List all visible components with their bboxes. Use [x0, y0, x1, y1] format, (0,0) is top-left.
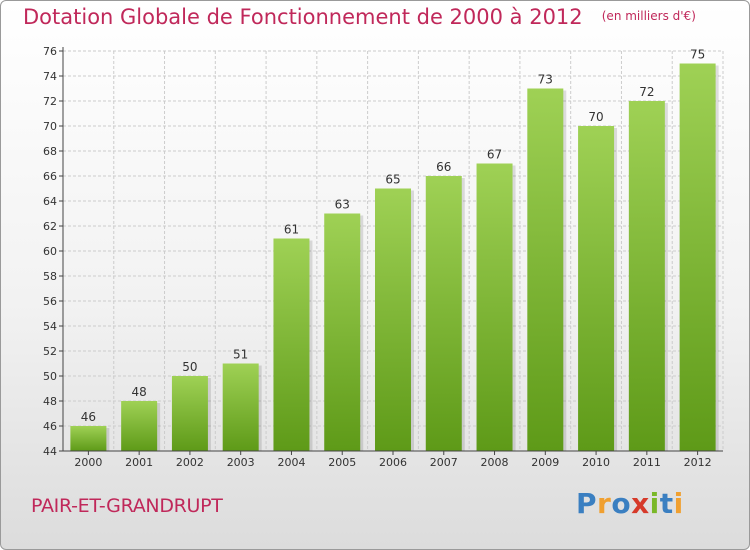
x-tick-label: 2003: [227, 456, 255, 469]
bar: [375, 188, 411, 451]
brand-letter: r: [597, 487, 612, 520]
brand-letter: x: [631, 487, 650, 520]
x-tick-label: 2011: [633, 456, 661, 469]
value-label: 70: [588, 110, 603, 124]
y-tick-label: 74: [43, 70, 57, 83]
bar: [273, 238, 310, 451]
y-tick-label: 66: [43, 170, 57, 183]
value-label: 61: [284, 223, 299, 237]
value-label: 66: [436, 160, 451, 174]
y-tick-label: 70: [43, 120, 57, 133]
y-tick-label: 54: [43, 320, 57, 333]
chart-title: Dotation Globale de Fonctionnement de 20…: [23, 5, 583, 29]
y-tick-label: 56: [43, 295, 57, 308]
y-tick-label: 44: [43, 445, 57, 458]
bar: [425, 176, 462, 451]
value-label: 75: [690, 48, 705, 62]
chart-subtitle: (en milliers d'€): [601, 9, 696, 23]
brand-letter: i: [673, 487, 684, 520]
x-tick-label: 2001: [125, 456, 153, 469]
bar: [578, 126, 615, 451]
value-label: 63: [335, 198, 350, 212]
value-label: 72: [639, 85, 654, 99]
value-label: 73: [538, 73, 553, 87]
value-label: 50: [182, 360, 197, 374]
bar: [70, 426, 107, 451]
y-tick-label: 50: [43, 370, 57, 383]
bar: [679, 63, 716, 451]
bar: [324, 213, 361, 451]
y-tick-label: 76: [43, 45, 57, 58]
value-label: 51: [233, 348, 248, 362]
y-tick-label: 48: [43, 395, 57, 408]
y-tick-label: 46: [43, 420, 57, 433]
value-label: 48: [132, 385, 147, 399]
bar: [171, 376, 208, 451]
y-tick-label: 58: [43, 270, 57, 283]
brand-letter: i: [649, 487, 660, 520]
x-tick-label: 2008: [481, 456, 509, 469]
x-tick-label: 2002: [176, 456, 204, 469]
y-tick-label: 62: [43, 220, 57, 233]
y-tick-label: 52: [43, 345, 57, 358]
x-tick-label: 2005: [328, 456, 356, 469]
x-tick-label: 2000: [74, 456, 102, 469]
y-tick-label: 72: [43, 95, 57, 108]
commune-name: PAIR-ET-GRANDRUPT: [31, 495, 223, 517]
x-tick-label: 2004: [277, 456, 305, 469]
x-tick-label: 2006: [379, 456, 407, 469]
y-tick-label: 68: [43, 145, 57, 158]
y-tick-label: 64: [43, 195, 57, 208]
x-tick-label: 2007: [430, 456, 458, 469]
bar: [476, 163, 513, 451]
x-tick-label: 2009: [531, 456, 559, 469]
bar: [527, 88, 564, 451]
x-tick-label: 2010: [582, 456, 610, 469]
brand-logo: Proxiti: [576, 487, 684, 520]
value-label: 67: [487, 148, 502, 162]
brand-letter: P: [576, 487, 598, 520]
value-label: 46: [81, 410, 96, 424]
bar: [121, 401, 158, 451]
brand-letter: o: [611, 487, 632, 520]
title-row: Dotation Globale de Fonctionnement de 20…: [23, 5, 696, 29]
bar: [628, 101, 665, 451]
y-tick-label: 60: [43, 245, 57, 258]
bar: [222, 363, 259, 451]
x-tick-label: 2012: [684, 456, 712, 469]
value-label: 65: [385, 173, 400, 187]
brand-letter: t: [659, 487, 674, 520]
